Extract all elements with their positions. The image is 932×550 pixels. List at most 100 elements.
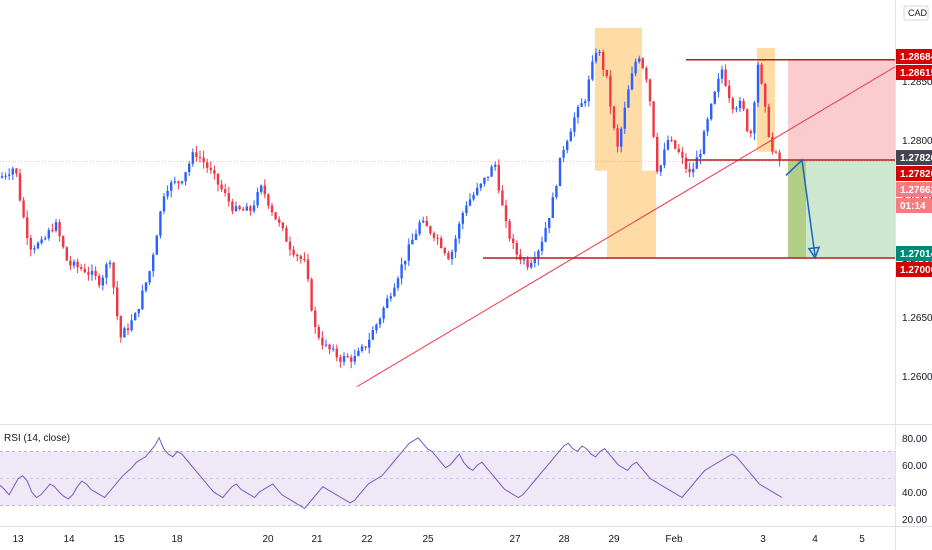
y-tick-label: 1.26500 [902,313,932,324]
candle-body [159,211,162,236]
candle-body [166,190,169,197]
candle-body [267,194,270,206]
candle-body [710,103,713,120]
candle-body [162,196,166,212]
candle-body [458,223,461,239]
pattern-box [607,170,656,258]
candle-body [220,184,223,190]
arrow-head [807,246,821,260]
x-tick-label: 20 [262,534,274,545]
x-tick-label: 5 [859,534,865,545]
candle-body [407,244,410,261]
y-tick-label: 1.26000 [902,372,932,383]
x-tick-label: 15 [113,534,125,545]
candle-body [350,357,353,362]
x-tick-label: 13 [12,534,24,545]
candle-body [486,176,490,178]
candle-body [29,238,32,250]
candle-body [148,271,151,283]
candle-body [292,249,295,255]
candle-body [368,339,371,348]
candle-body [234,206,238,211]
candle-body [623,107,626,129]
candle-body [0,176,4,178]
candle-body [512,238,515,243]
candle-body [40,239,43,244]
x-tick-label: 25 [422,534,434,545]
candle-body [634,61,637,74]
price-tag [896,246,932,261]
candle-body [130,320,133,331]
candle-body [605,69,608,77]
candle-body [429,226,432,234]
candle-body [692,168,695,173]
candle-body [170,182,173,191]
candle-body [648,79,652,102]
candle-body [152,254,155,272]
candle-body [656,136,659,172]
x-tick-label: Feb [665,534,683,545]
candle-body [317,327,320,338]
candle-body [771,136,774,152]
candle-body [652,101,655,137]
candle-body [44,238,47,240]
candle-body [594,53,598,62]
candle-body [404,260,407,265]
candle-body [558,157,562,187]
candle-body [195,152,198,158]
candle-body [342,356,346,362]
candle-body [688,168,691,173]
x-tick-label: 29 [608,534,620,545]
candle-body [659,165,662,172]
x-tick-label: 27 [509,534,521,545]
candle-body [749,131,752,134]
currency-badge[interactable] [903,5,929,21]
candle-body [238,206,241,210]
candle-body [58,222,61,237]
candle-body [468,199,472,206]
candle-body [645,68,648,80]
candle-body [11,168,14,175]
candle-body [26,217,29,239]
candle-body [144,282,148,291]
candle-body [699,154,702,158]
candle-body [443,248,446,254]
candle-body [224,189,227,194]
candle-body [371,330,374,340]
candle-body [573,117,576,132]
candle-body [260,185,263,193]
candle-body [670,139,673,141]
candle-body [155,235,158,255]
candle-body [663,149,666,166]
candle-body [746,109,749,132]
candle-body [674,140,677,149]
candle-body [742,100,745,110]
candle-body [641,58,644,69]
candle-body [105,264,108,278]
candle-body [396,278,400,288]
candle-body [756,64,760,103]
candle-body [134,313,137,321]
candle-body [508,221,511,239]
candle-body [90,270,94,275]
candle-body [436,237,439,239]
candle-body [454,238,457,252]
price-tag-label: 1.27662 [900,185,932,196]
candle-body [98,275,101,286]
candle-body [591,61,594,80]
candle-body [638,58,641,62]
candle-body [724,69,727,86]
candle-body [483,177,486,184]
price-tag-label: 1.28615 [900,68,932,79]
price-tag [896,166,932,181]
candle-body [393,287,396,297]
candle-body [245,206,248,211]
x-tick-label: 21 [311,534,323,545]
candle-body [263,185,266,195]
candle-body [681,152,684,158]
candle-body [533,258,536,264]
candle-body [324,344,328,346]
candle-body [360,346,364,351]
